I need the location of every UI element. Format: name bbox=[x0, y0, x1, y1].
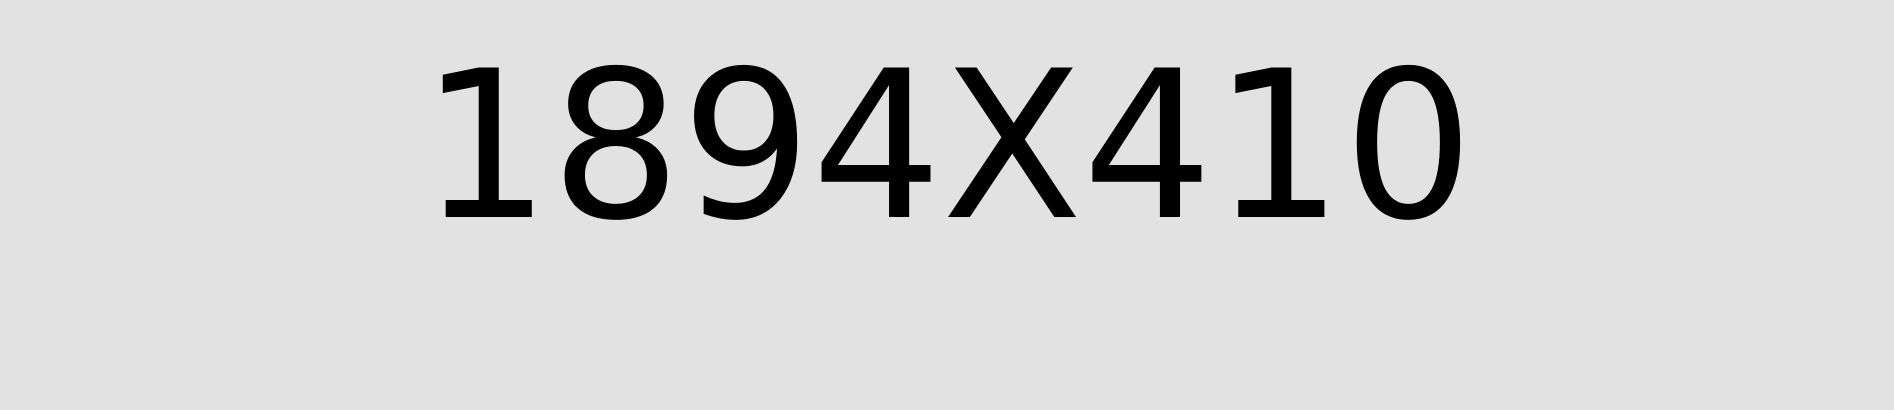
dimension-label: 1894X410 bbox=[420, 28, 1474, 266]
